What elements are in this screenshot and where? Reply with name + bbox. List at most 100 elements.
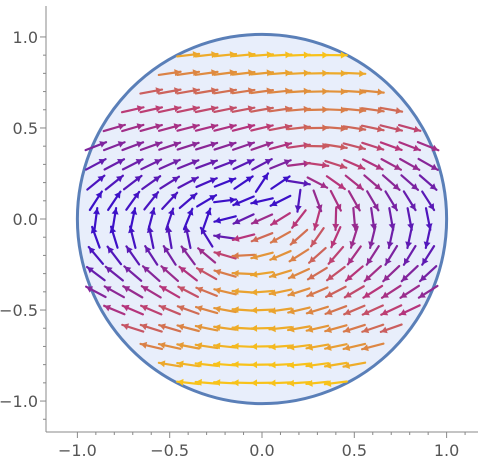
- vector-arrow: [158, 158, 181, 170]
- vector-arrow: [102, 123, 126, 133]
- vector-arrow: [176, 141, 200, 151]
- vector-arrow: [360, 124, 385, 133]
- vector-arrow: [424, 207, 433, 231]
- vector-arrow: [342, 142, 367, 151]
- vector-arrow: [201, 207, 212, 231]
- arrow-head: [344, 291, 352, 298]
- vector-arrow: [362, 284, 384, 299]
- arrow-head: [158, 341, 166, 349]
- arrow-head: [136, 141, 144, 148]
- arrow-head: [232, 342, 239, 350]
- x-tick-label: 1.0: [434, 441, 459, 460]
- arrow-head: [368, 241, 375, 248]
- arrow-head: [93, 208, 100, 215]
- vector-arrow: [251, 158, 273, 171]
- vector-arrow: [305, 161, 330, 169]
- arrow-head: [122, 304, 130, 312]
- arrow-head: [210, 159, 217, 166]
- arrow-head: [370, 223, 377, 230]
- arrow-head: [204, 208, 212, 216]
- vector-arrow: [157, 360, 182, 368]
- vector-arrow: [332, 206, 340, 232]
- arrow-head: [343, 362, 351, 369]
- arrow-head: [214, 305, 221, 313]
- arrow-head: [143, 266, 150, 273]
- vector-arrow: [342, 106, 367, 114]
- arrow-head: [161, 266, 169, 273]
- vector-arrow: [379, 141, 403, 152]
- arrow-head: [126, 246, 133, 254]
- vector-arrow: [176, 342, 201, 350]
- vector-arrow: [361, 158, 384, 171]
- vector-arrow: [361, 141, 385, 152]
- arrow-head: [132, 191, 140, 199]
- arrow-head: [264, 158, 272, 166]
- vector-arrow: [288, 248, 310, 263]
- arrow-head: [362, 326, 370, 334]
- vector-arrow: [323, 343, 348, 351]
- arrow-head: [320, 181, 328, 189]
- vector-arrow: [176, 51, 201, 59]
- vector-arrow: [291, 209, 307, 229]
- vector-arrow: [231, 269, 256, 277]
- vector-arrow: [346, 245, 362, 266]
- arrow-head: [343, 326, 351, 334]
- vector-arrow: [306, 286, 329, 298]
- vector-arrow: [294, 188, 302, 213]
- arrow-head: [228, 159, 236, 166]
- vector-arrow: [418, 174, 438, 191]
- vector-arrow: [176, 360, 201, 368]
- arrow-head: [251, 270, 258, 278]
- arrow-head: [351, 223, 359, 230]
- vector-arrow: [416, 141, 440, 152]
- vector-arrow: [305, 142, 330, 150]
- vector-arrow: [233, 175, 254, 190]
- arrow-head: [233, 199, 241, 206]
- arrow-head: [287, 379, 295, 387]
- vector-arrow: [139, 141, 163, 151]
- vector-arrow: [250, 141, 274, 151]
- vector-arrow: [111, 207, 119, 231]
- vector-arrow: [417, 157, 439, 171]
- vector-arrow: [344, 265, 364, 282]
- vector-arrow: [406, 207, 415, 231]
- arrow-head: [211, 69, 218, 77]
- arrow-head: [214, 287, 222, 295]
- arrow-head: [340, 143, 347, 151]
- arrow-head: [288, 290, 296, 297]
- arrow-head: [270, 199, 278, 207]
- arrow-head: [154, 159, 162, 166]
- vector-arrow: [418, 265, 438, 283]
- y-axis-ticks: 1.0 0.5 0.0 −0.5 −1.0: [0, 28, 46, 420]
- vector-arrow: [250, 213, 274, 225]
- arrow-head: [195, 360, 203, 368]
- arrow-head: [381, 291, 389, 298]
- arrow-head: [425, 223, 433, 230]
- arrow-head: [307, 290, 315, 298]
- arrow-head: [366, 257, 374, 265]
- arrow-head: [427, 203, 435, 211]
- arrow-head: [306, 361, 313, 369]
- vector-arrow: [121, 158, 144, 171]
- arrow-head: [362, 344, 369, 352]
- vector-arrow: [287, 267, 311, 280]
- arrow-head: [407, 223, 415, 230]
- arrow-head: [149, 208, 156, 216]
- arrow-head: [251, 198, 258, 206]
- vector-arrow: [249, 87, 275, 95]
- vector-arrow: [329, 189, 342, 212]
- x-tick-label: −1.0: [58, 441, 97, 460]
- arrow-head: [413, 125, 421, 133]
- vector-arrow: [342, 323, 366, 334]
- vector-arrow: [213, 324, 238, 332]
- vector-arrow: [125, 245, 141, 266]
- vector-arrow: [195, 159, 219, 170]
- vector-arrow: [182, 207, 194, 231]
- arrow-head: [232, 235, 240, 242]
- vector-arrow: [305, 343, 330, 351]
- vector-arrow: [324, 324, 348, 333]
- arrow-head: [335, 203, 342, 211]
- vector-arrow: [249, 306, 275, 314]
- arrow-head: [265, 141, 273, 148]
- vector-arrow: [232, 158, 255, 171]
